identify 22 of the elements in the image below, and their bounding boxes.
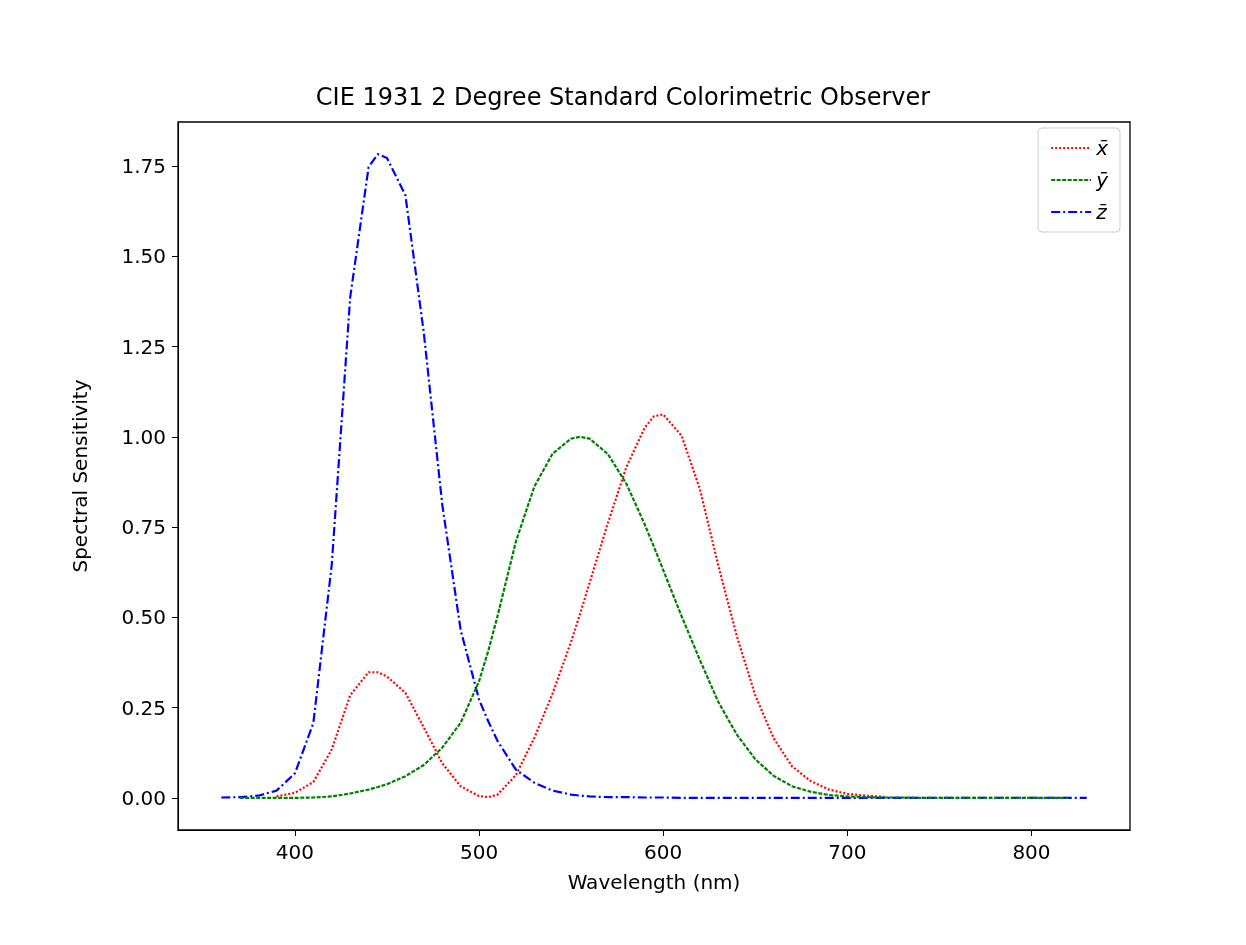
line-series: [220, 153, 1088, 799]
x-tick-label: 600: [644, 840, 683, 864]
y-tick-label: 1.00: [121, 424, 166, 449]
x-tick-label: 400: [275, 840, 315, 864]
chart-title: CIE 1931 2 Degree Standard Colorimetric Observer: [315, 83, 931, 111]
y-tick-label: 0.25: [121, 695, 166, 720]
line-series: [275, 413, 886, 799]
x-axis-title: Wavelength (nm): [567, 870, 741, 894]
legend-label: ȳ: [1095, 168, 1110, 192]
legend-label: z̄: [1095, 200, 1108, 224]
x-tick-label: 500: [459, 840, 499, 864]
y-tick-label: 0.75: [121, 515, 166, 540]
y-tick-label: 0.00: [121, 785, 166, 810]
y-tick-label: 1.50: [121, 244, 166, 269]
y-tick-label: 1.25: [121, 334, 166, 359]
y-tick-label: 1.75: [121, 154, 166, 179]
x-tick-label: 700: [828, 840, 867, 864]
line-series: [238, 435, 1070, 799]
y-axis-title: Spectral Sensitivity: [68, 379, 92, 573]
legend-label: x̄: [1095, 136, 1109, 160]
y-tick-label: 0.50: [121, 605, 166, 630]
x-tick-label: 800: [1012, 840, 1051, 864]
